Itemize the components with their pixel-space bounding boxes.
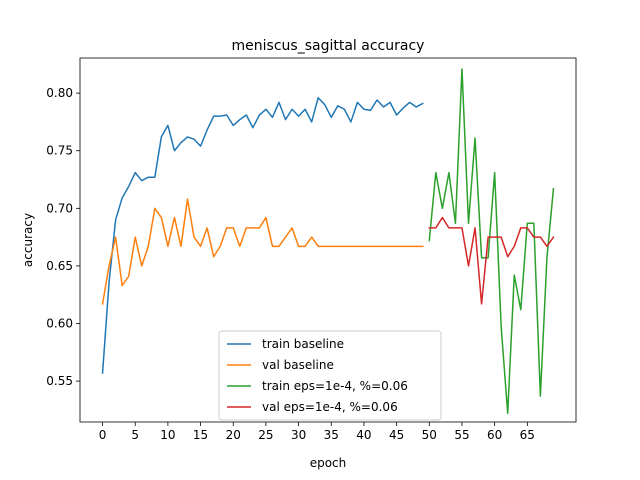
series-line-1 (101, 96, 424, 374)
x-tick-label: 25 (258, 428, 273, 442)
legend-label: val baseline (262, 358, 334, 372)
y-tick-label: 0.80 (46, 86, 73, 100)
legend-label: train baseline (262, 337, 344, 351)
x-tick-label: 65 (520, 428, 535, 442)
legend-label: train eps=1e-4, %=0.06 (262, 379, 408, 393)
y-tick-label: 0.60 (46, 317, 73, 331)
x-tick-label: 0 (99, 428, 107, 442)
x-axis: 0 5 10 15 20 25 30 35 40 45 50 55 60 65 (99, 422, 535, 442)
series-line-3 (428, 68, 555, 415)
x-tick-label: 55 (454, 428, 469, 442)
x-tick-label: 40 (356, 428, 371, 442)
x-tick-label: 45 (389, 428, 404, 442)
y-tick-label: 0.55 (46, 374, 73, 388)
y-axis: 0.55 0.60 0.65 0.70 0.75 0.80 (46, 86, 80, 388)
y-axis-label: accuracy (21, 213, 35, 267)
x-tick-label: 5 (131, 428, 139, 442)
legend-box (218, 330, 442, 421)
x-axis-label: epoch (310, 456, 347, 470)
x-tick-label: 60 (487, 428, 502, 442)
legend-label: val eps=1e-4, %=0.06 (262, 400, 398, 414)
axes-frame (79, 57, 577, 423)
plot-area (101, 68, 555, 415)
series-line-4 (428, 216, 555, 305)
x-tick-label: 30 (291, 428, 306, 442)
x-tick-label: 15 (193, 428, 208, 442)
y-tick-label: 0.75 (46, 144, 73, 158)
y-tick-label: 0.65 (46, 259, 73, 273)
x-tick-label: 50 (422, 428, 437, 442)
chart-title: meniscus_sagittal accuracy (232, 38, 425, 54)
x-tick-label: 35 (324, 428, 339, 442)
y-tick-label: 0.70 (46, 201, 73, 215)
x-tick-label: 20 (226, 428, 241, 442)
legend: train baseline val baseline train eps=1e-4… (218, 330, 442, 421)
x-tick-label: 10 (160, 428, 175, 442)
series-line-2 (101, 198, 424, 305)
